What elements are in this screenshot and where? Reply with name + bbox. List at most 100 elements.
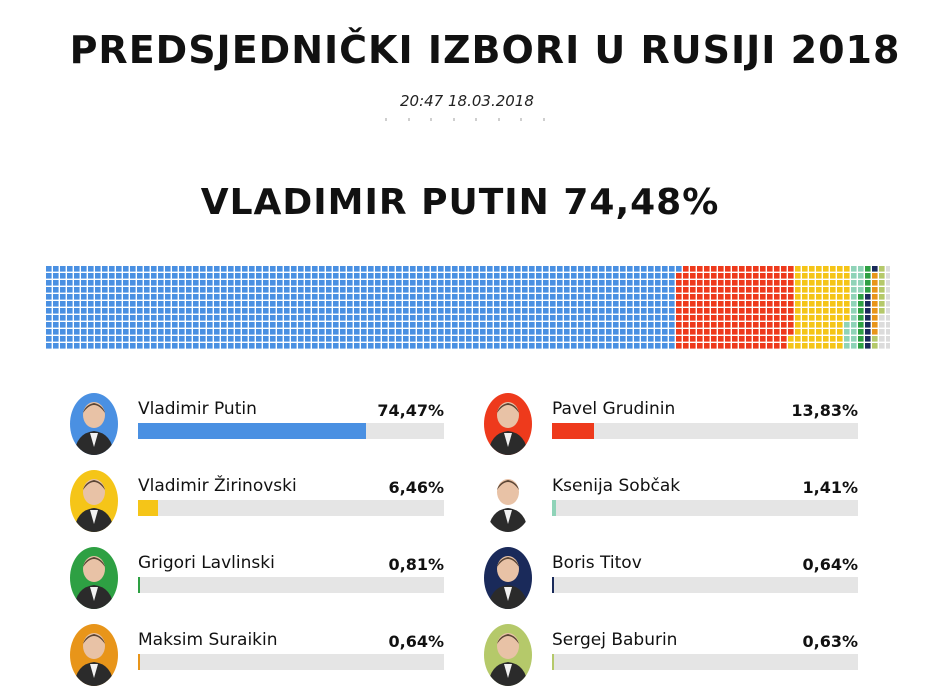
- waffle-cell: [214, 322, 220, 328]
- waffle-cell: [291, 280, 297, 286]
- waffle-cell: [774, 336, 780, 342]
- waffle-cell: [193, 287, 199, 293]
- waffle-cell: [319, 287, 325, 293]
- waffle-cell: [704, 336, 710, 342]
- waffle-cell: [788, 336, 794, 342]
- waffle-cell: [795, 287, 801, 293]
- waffle-cell: [578, 301, 584, 307]
- waffle-cell: [151, 308, 157, 314]
- waffle-cell: [179, 322, 185, 328]
- waffle-cell: [242, 273, 248, 279]
- waffle-cell: [529, 329, 535, 335]
- waffle-cell: [522, 294, 528, 300]
- waffle-cell: [263, 308, 269, 314]
- waffle-cell: [767, 308, 773, 314]
- waffle-cell: [263, 266, 269, 272]
- waffle-cell: [396, 287, 402, 293]
- waffle-cell: [592, 294, 598, 300]
- waffle-cell: [795, 294, 801, 300]
- waffle-cell: [760, 336, 766, 342]
- waffle-cell: [102, 343, 108, 349]
- waffle-cell: [102, 294, 108, 300]
- waffle-cell: [837, 343, 843, 349]
- waffle-cell: [683, 315, 689, 321]
- waffle-cell: [424, 336, 430, 342]
- waffle-cell: [676, 280, 682, 286]
- waffle-cell: [522, 322, 528, 328]
- waffle-cell: [886, 273, 890, 279]
- waffle-cell: [53, 329, 59, 335]
- waffle-cell: [823, 343, 829, 349]
- waffle-cell: [578, 273, 584, 279]
- waffle-cell: [95, 315, 101, 321]
- waffle-cell: [417, 273, 423, 279]
- waffle-cell: [312, 273, 318, 279]
- waffle-cell: [263, 280, 269, 286]
- waffle-cell: [571, 329, 577, 335]
- waffle-cell: [109, 322, 115, 328]
- waffle-cell: [382, 294, 388, 300]
- waffle-cell: [739, 343, 745, 349]
- waffle-cell: [347, 280, 353, 286]
- waffle-cell: [697, 336, 703, 342]
- waffle-cell: [137, 287, 143, 293]
- waffle-cell: [830, 322, 836, 328]
- waffle-cell: [515, 301, 521, 307]
- waffle-cell: [396, 343, 402, 349]
- candidate-bar-track: [138, 577, 444, 593]
- waffle-cell: [557, 336, 563, 342]
- waffle-cell: [102, 308, 108, 314]
- waffle-cell: [851, 308, 857, 314]
- waffle-cell: [781, 301, 787, 307]
- waffle-cell: [494, 343, 500, 349]
- waffle-cell: [46, 315, 52, 321]
- waffle-cell: [67, 287, 73, 293]
- waffle-cell: [277, 273, 283, 279]
- waffle-cell: [347, 315, 353, 321]
- waffle-cell: [249, 315, 255, 321]
- waffle-cell: [102, 280, 108, 286]
- waffle-cell: [130, 343, 136, 349]
- waffle-cell: [816, 294, 822, 300]
- waffle-cell: [725, 343, 731, 349]
- waffle-cell: [53, 315, 59, 321]
- waffle-cell: [221, 287, 227, 293]
- waffle-cell: [200, 294, 206, 300]
- waffle-cell: [508, 287, 514, 293]
- waffle-cell: [319, 343, 325, 349]
- waffle-cell: [319, 322, 325, 328]
- waffle-cell: [641, 266, 647, 272]
- waffle-cell: [389, 301, 395, 307]
- waffle-cell: [711, 336, 717, 342]
- waffle-cell: [375, 287, 381, 293]
- waffle-cell: [130, 329, 136, 335]
- waffle-cell: [585, 294, 591, 300]
- waffle-cell: [298, 266, 304, 272]
- waffle-cell: [522, 301, 528, 307]
- waffle-cell: [669, 266, 675, 272]
- waffle-cell: [781, 336, 787, 342]
- waffle-cell: [837, 273, 843, 279]
- waffle-cell: [795, 322, 801, 328]
- waffle-cell: [823, 329, 829, 335]
- waffle-cell: [242, 301, 248, 307]
- waffle-cell: [375, 336, 381, 342]
- waffle-cell: [445, 294, 451, 300]
- waffle-cell: [711, 287, 717, 293]
- waffle-cell: [459, 308, 465, 314]
- waffle-cell: [123, 301, 129, 307]
- waffle-cell: [627, 280, 633, 286]
- waffle-cell: [361, 287, 367, 293]
- waffle-cell: [242, 315, 248, 321]
- waffle-cell: [760, 329, 766, 335]
- waffle-cell: [844, 266, 850, 272]
- waffle-cell: [634, 294, 640, 300]
- waffle-cell: [312, 343, 318, 349]
- waffle-cell: [564, 294, 570, 300]
- waffle-cell: [494, 287, 500, 293]
- waffle-cell: [410, 315, 416, 321]
- waffle-cell: [326, 308, 332, 314]
- waffle-cell: [858, 273, 864, 279]
- candidate-bar-fill: [138, 654, 140, 670]
- waffle-cell: [683, 287, 689, 293]
